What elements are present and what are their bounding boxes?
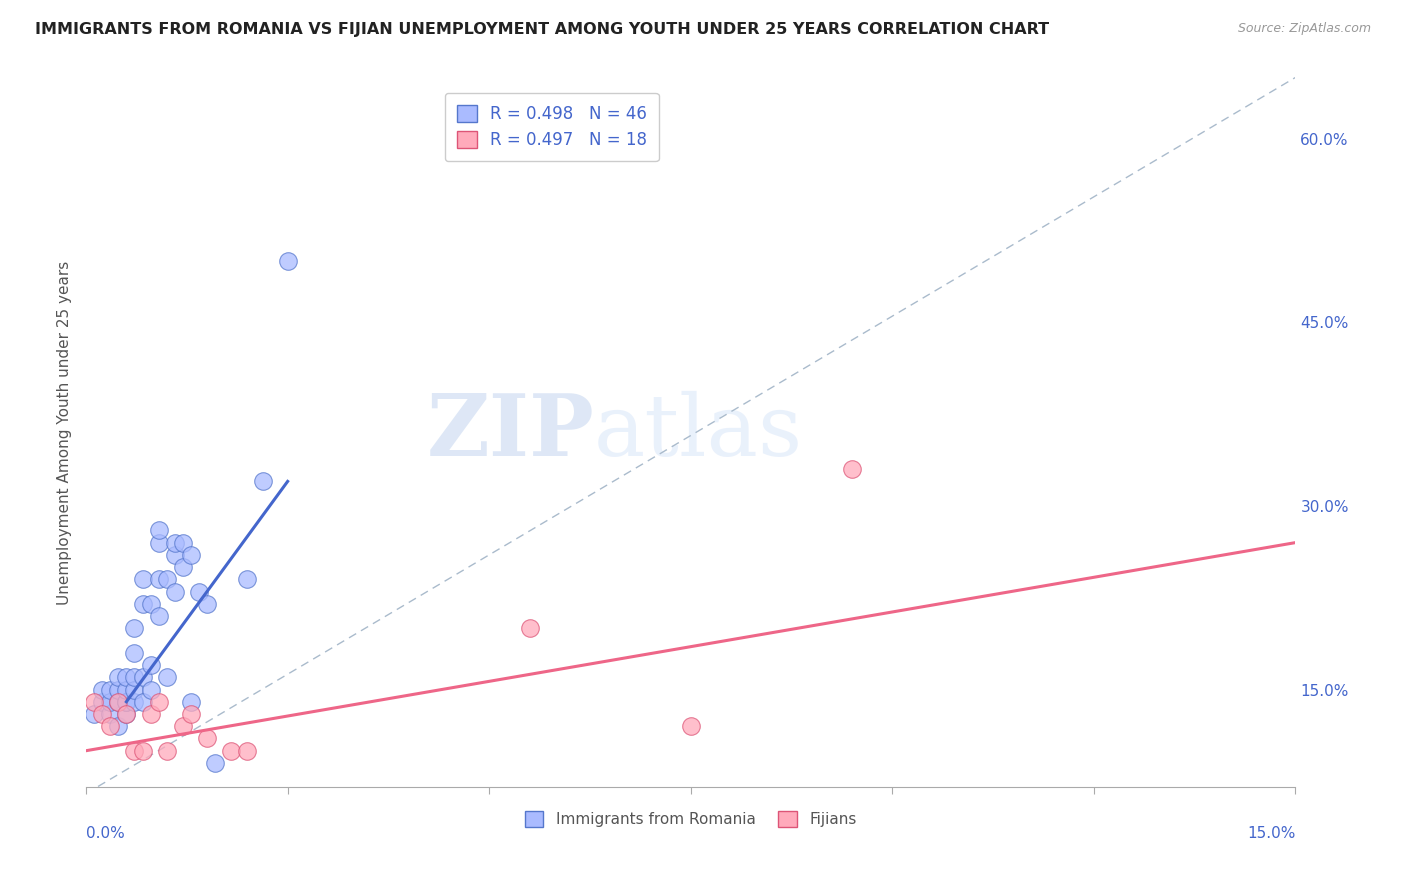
Point — [139, 597, 162, 611]
Point — [115, 682, 138, 697]
Point — [139, 706, 162, 721]
Point — [124, 744, 146, 758]
Text: IMMIGRANTS FROM ROMANIA VS FIJIAN UNEMPLOYMENT AMONG YOUTH UNDER 25 YEARS CORREL: IMMIGRANTS FROM ROMANIA VS FIJIAN UNEMPL… — [35, 22, 1049, 37]
Point — [156, 572, 179, 586]
Point — [98, 706, 121, 721]
Point — [163, 584, 186, 599]
Point — [131, 670, 153, 684]
Point — [172, 560, 194, 574]
Point — [679, 719, 702, 733]
Point — [124, 621, 146, 635]
Point — [236, 572, 259, 586]
Text: Source: ZipAtlas.com: Source: ZipAtlas.com — [1237, 22, 1371, 36]
Point — [91, 706, 114, 721]
Point — [124, 670, 146, 684]
Point — [124, 646, 146, 660]
Point — [115, 695, 138, 709]
Point — [115, 670, 138, 684]
Point — [124, 695, 146, 709]
Text: ZIP: ZIP — [426, 391, 593, 475]
Point — [131, 597, 153, 611]
Point — [219, 744, 242, 758]
Point — [148, 609, 170, 624]
Point — [163, 535, 186, 549]
Point — [98, 719, 121, 733]
Point — [148, 695, 170, 709]
Point — [107, 682, 129, 697]
Point — [107, 719, 129, 733]
Point — [195, 731, 218, 746]
Point — [519, 621, 541, 635]
Legend: Immigrants from Romania, Fijians: Immigrants from Romania, Fijians — [519, 805, 862, 833]
Point — [180, 695, 202, 709]
Point — [107, 695, 129, 709]
Text: 15.0%: 15.0% — [1247, 826, 1295, 841]
Point — [115, 706, 138, 721]
Point — [180, 548, 202, 562]
Point — [148, 524, 170, 538]
Point — [115, 706, 138, 721]
Point — [98, 695, 121, 709]
Point — [139, 658, 162, 673]
Point — [195, 597, 218, 611]
Point — [131, 572, 153, 586]
Point — [83, 706, 105, 721]
Point — [163, 548, 186, 562]
Point — [172, 535, 194, 549]
Point — [107, 695, 129, 709]
Point — [98, 682, 121, 697]
Point — [204, 756, 226, 770]
Point — [91, 695, 114, 709]
Point — [91, 682, 114, 697]
Point — [131, 695, 153, 709]
Point — [148, 535, 170, 549]
Point — [187, 584, 209, 599]
Point — [172, 719, 194, 733]
Point — [148, 572, 170, 586]
Point — [124, 682, 146, 697]
Point — [277, 254, 299, 268]
Point — [236, 744, 259, 758]
Point — [115, 695, 138, 709]
Y-axis label: Unemployment Among Youth under 25 years: Unemployment Among Youth under 25 years — [58, 260, 72, 605]
Text: 0.0%: 0.0% — [86, 826, 125, 841]
Point — [131, 744, 153, 758]
Point — [156, 744, 179, 758]
Point — [252, 475, 274, 489]
Point — [156, 670, 179, 684]
Point — [107, 670, 129, 684]
Point — [180, 706, 202, 721]
Point — [841, 462, 863, 476]
Point — [139, 682, 162, 697]
Point — [83, 695, 105, 709]
Text: atlas: atlas — [593, 391, 803, 474]
